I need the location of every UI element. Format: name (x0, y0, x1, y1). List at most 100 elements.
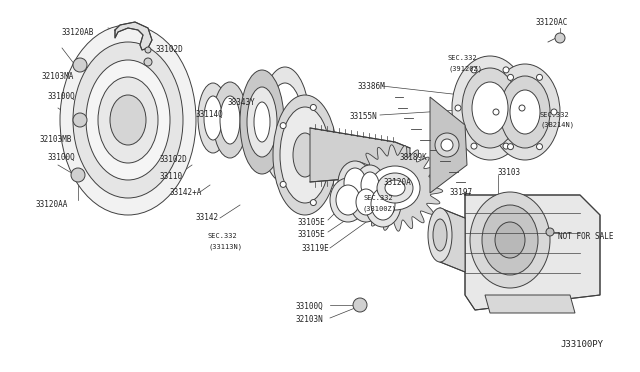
Text: 33102D: 33102D (160, 155, 188, 164)
Ellipse shape (452, 56, 528, 160)
Circle shape (503, 143, 509, 149)
Polygon shape (465, 195, 600, 310)
Text: 33197: 33197 (450, 188, 473, 197)
Polygon shape (440, 208, 465, 272)
Circle shape (546, 228, 554, 236)
Circle shape (555, 33, 565, 43)
Ellipse shape (336, 185, 360, 215)
Ellipse shape (377, 173, 413, 203)
Circle shape (73, 58, 87, 72)
Text: 33105E: 33105E (297, 218, 324, 227)
Text: 33110: 33110 (160, 172, 183, 181)
Text: 33120AC: 33120AC (535, 18, 568, 27)
Ellipse shape (60, 25, 196, 215)
Text: 33120AB: 33120AB (62, 28, 94, 37)
Ellipse shape (240, 70, 284, 174)
Ellipse shape (98, 77, 158, 163)
Circle shape (73, 113, 87, 127)
Text: 33100Q: 33100Q (296, 302, 324, 311)
Ellipse shape (428, 208, 452, 262)
Circle shape (71, 168, 85, 182)
Text: (39120Z): (39120Z) (448, 65, 482, 71)
Ellipse shape (460, 90, 496, 150)
Circle shape (310, 199, 316, 206)
Polygon shape (348, 145, 443, 231)
Circle shape (435, 133, 459, 157)
Text: 33120AA: 33120AA (35, 200, 67, 209)
Ellipse shape (490, 64, 560, 160)
Ellipse shape (355, 165, 385, 205)
Circle shape (455, 105, 461, 111)
Ellipse shape (330, 178, 366, 222)
Text: 32103MA: 32103MA (42, 72, 74, 81)
Ellipse shape (466, 100, 490, 140)
Text: 33119E: 33119E (302, 244, 330, 253)
Ellipse shape (220, 96, 240, 144)
Ellipse shape (361, 172, 379, 198)
Text: 33105E: 33105E (297, 230, 324, 239)
Ellipse shape (344, 168, 366, 198)
Ellipse shape (462, 68, 518, 148)
Text: SEC.332: SEC.332 (208, 233, 237, 239)
Text: 33155N: 33155N (350, 112, 378, 121)
Ellipse shape (472, 82, 508, 134)
Ellipse shape (371, 188, 395, 220)
Text: 33142: 33142 (195, 213, 218, 222)
Ellipse shape (482, 205, 538, 275)
Ellipse shape (365, 181, 401, 227)
Circle shape (353, 298, 367, 312)
Ellipse shape (254, 102, 270, 142)
Polygon shape (485, 295, 575, 313)
Circle shape (280, 182, 286, 187)
Ellipse shape (110, 95, 146, 145)
Text: (33113N): (33113N) (208, 243, 242, 250)
Text: 33142+A: 33142+A (170, 188, 202, 197)
Circle shape (519, 105, 525, 111)
Ellipse shape (247, 87, 277, 157)
Text: (38100Z): (38100Z) (363, 205, 397, 212)
Text: SEC.332: SEC.332 (448, 55, 477, 61)
Circle shape (508, 74, 513, 80)
Ellipse shape (273, 95, 337, 215)
Ellipse shape (267, 83, 303, 167)
Ellipse shape (356, 189, 376, 215)
Polygon shape (430, 97, 467, 193)
Text: 33103: 33103 (498, 168, 521, 177)
Circle shape (471, 143, 477, 149)
Ellipse shape (500, 76, 550, 148)
Text: 33100Q: 33100Q (48, 153, 76, 162)
Circle shape (536, 144, 543, 150)
Text: 38343Y: 38343Y (228, 98, 256, 107)
Polygon shape (310, 128, 410, 182)
Circle shape (508, 144, 513, 150)
Ellipse shape (385, 180, 405, 196)
Ellipse shape (213, 82, 247, 158)
Circle shape (329, 152, 335, 158)
Ellipse shape (293, 133, 317, 177)
Circle shape (441, 139, 453, 151)
Ellipse shape (470, 192, 550, 288)
Ellipse shape (280, 107, 330, 203)
Ellipse shape (350, 182, 382, 222)
Text: 33114Q: 33114Q (196, 110, 224, 119)
Ellipse shape (204, 96, 222, 140)
Circle shape (310, 105, 316, 110)
Circle shape (493, 109, 499, 115)
Polygon shape (115, 22, 152, 50)
Circle shape (144, 58, 152, 66)
Text: 33386M: 33386M (358, 82, 386, 91)
Ellipse shape (260, 67, 310, 183)
Ellipse shape (338, 161, 372, 205)
Ellipse shape (198, 83, 228, 153)
Ellipse shape (495, 222, 525, 258)
Ellipse shape (433, 219, 447, 251)
Text: 33102D: 33102D (155, 45, 183, 54)
Ellipse shape (510, 90, 540, 134)
Ellipse shape (370, 166, 420, 210)
Text: 32103N: 32103N (296, 315, 324, 324)
Text: (3B214N): (3B214N) (540, 122, 574, 128)
Text: SEC.332: SEC.332 (363, 195, 393, 201)
Circle shape (415, 173, 425, 183)
Text: 33120A: 33120A (384, 178, 412, 187)
Text: SEC.332: SEC.332 (540, 112, 570, 118)
